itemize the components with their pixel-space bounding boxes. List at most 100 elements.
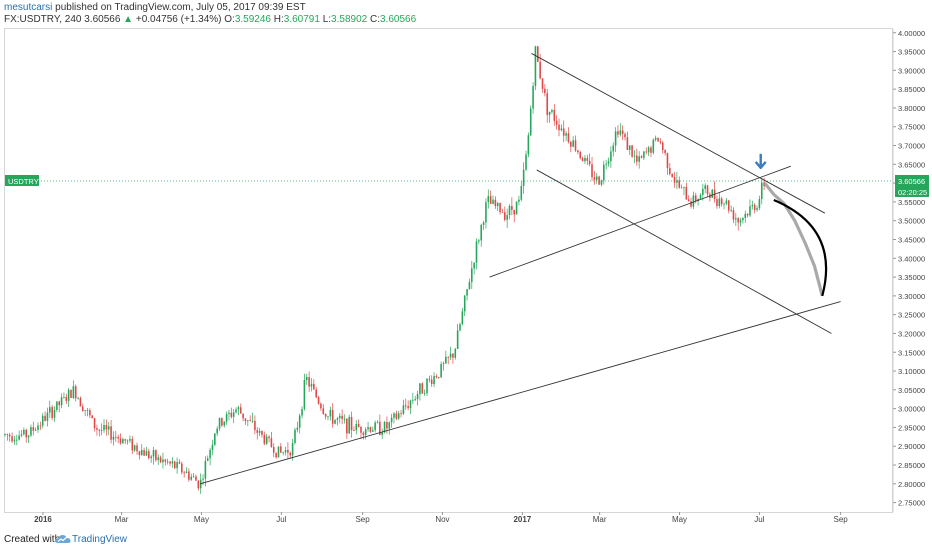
candle-body: [211, 444, 214, 451]
candle-body: [760, 182, 763, 200]
candle-body: [600, 180, 603, 185]
candle-body: [44, 415, 46, 421]
candle-body: [437, 377, 440, 378]
candle-body: [112, 436, 115, 440]
candle-body: [329, 409, 332, 417]
candle-body: [96, 428, 98, 430]
candle-body: [287, 449, 289, 453]
candle-body: [79, 397, 82, 407]
candle-body: [459, 324, 461, 331]
candle-body: [470, 268, 473, 283]
candle-body: [456, 330, 459, 349]
candle-body: [18, 435, 20, 440]
candle-body: [183, 472, 185, 474]
candle-body: [546, 93, 549, 115]
candle-body: [296, 427, 299, 430]
author-link[interactable]: mesutcarsi: [4, 2, 53, 13]
candle-body: [478, 240, 480, 242]
candle-body: [157, 457, 160, 461]
candle-body: [742, 217, 744, 221]
candle-body: [551, 110, 553, 112]
timer-tag-bg: [895, 185, 929, 197]
candle-body: [223, 421, 226, 426]
candle-body: [421, 383, 424, 394]
candle-body: [317, 397, 320, 404]
candle-body: [544, 88, 546, 94]
candle-body: [254, 420, 256, 431]
candle-body: [727, 200, 730, 211]
candle-body: [145, 451, 148, 456]
candle-body: [122, 439, 124, 444]
price-tick-label: 3.85000: [898, 85, 925, 94]
price-tick-label: 3.20000: [898, 329, 925, 338]
candle-body: [586, 158, 589, 161]
candle-body: [746, 213, 749, 216]
candle-body: [624, 133, 626, 138]
candle-body: [593, 177, 596, 180]
candle-body: [720, 198, 723, 205]
candle-body: [518, 199, 520, 202]
candle-body: [204, 460, 207, 479]
candle-body: [173, 461, 176, 469]
candle-body: [39, 425, 42, 427]
candle-body: [242, 413, 244, 419]
candle-body: [383, 422, 386, 433]
candle-body: [534, 46, 537, 86]
candle-body: [499, 203, 501, 213]
candle-body: [404, 405, 407, 407]
timer-tag: 02:20:25: [895, 185, 929, 197]
candle-body: [633, 155, 636, 157]
published-text: published on TradingView.com, July 05, 2…: [55, 2, 306, 13]
price-tick-label: 2.90000: [898, 442, 925, 451]
low-value: 3.58902: [331, 14, 368, 25]
tradingview-cloud-icon: [55, 535, 71, 543]
tradingview-brand[interactable]: TradingView: [72, 534, 128, 545]
close-value: 3.60566: [379, 14, 417, 25]
trendlines: [200, 53, 841, 485]
candle-body: [565, 133, 567, 136]
candle-body: [626, 137, 629, 150]
candle-body: [48, 407, 51, 413]
candle-body: [20, 434, 23, 436]
price-tick-label: 3.25000: [898, 311, 925, 320]
candle-body: [298, 415, 301, 428]
candle-body: [150, 456, 152, 459]
candle-body: [423, 393, 426, 395]
publisher-line: mesutcarsi published on TradingView.com,…: [4, 2, 306, 13]
high-value: 3.60791: [283, 14, 320, 25]
last-price: 3.60566: [84, 14, 121, 25]
candle-body: [364, 429, 367, 435]
price-tick-label: 3.75000: [898, 123, 925, 132]
candle-body: [650, 147, 652, 153]
candle-body: [336, 418, 339, 420]
price-chart[interactable]: 4.00000 3.95000 3.90000 3.85000 3.80000 3.750…: [0, 0, 932, 528]
candle-body: [176, 462, 178, 469]
candle-body: [678, 180, 681, 188]
price-tick-label: 3.90000: [898, 66, 925, 75]
time-tick-label: Nov: [435, 515, 449, 524]
candle-body: [487, 196, 490, 203]
candle-body: [225, 414, 228, 422]
candle-body: [282, 452, 284, 454]
candle-body: [513, 209, 516, 215]
candle-body: [353, 430, 355, 431]
symbol-tag-bg: [5, 174, 39, 186]
candle-body: [390, 417, 393, 423]
candle-body: [129, 438, 131, 441]
time-tick-label: Sep: [833, 515, 848, 524]
candle-body: [699, 194, 702, 199]
candle-body: [32, 427, 35, 431]
footer: Created with TradingView: [0, 528, 932, 550]
candle-body: [11, 436, 13, 442]
candle-body: [654, 137, 657, 140]
candle-body: [140, 450, 143, 456]
price-tick-label: 3.10000: [898, 367, 925, 376]
candle-body: [216, 428, 218, 434]
candle-body: [584, 158, 586, 162]
candle-body: [739, 220, 742, 223]
candle-body: [548, 111, 551, 115]
candle-body: [603, 164, 605, 181]
close-label: C:: [369, 14, 380, 25]
arrow-head: [754, 161, 767, 170]
candle-body: [730, 210, 732, 211]
